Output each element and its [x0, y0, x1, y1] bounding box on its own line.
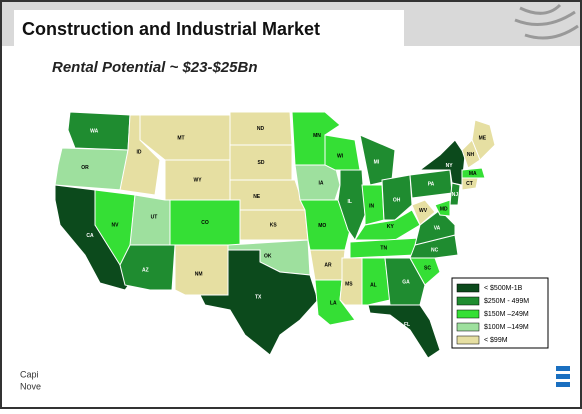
state-label: UT — [151, 214, 158, 220]
state-label: IA — [319, 180, 324, 186]
state — [461, 177, 479, 191]
state-label: CA — [86, 233, 94, 239]
state — [367, 304, 441, 359]
state-label: OR — [81, 165, 89, 171]
legend-label: < $99M — [484, 337, 508, 344]
state-label: GA — [402, 280, 410, 286]
state — [384, 257, 426, 306]
wave — [519, 3, 562, 15]
state — [359, 134, 396, 186]
legend-label: $250M - 499M — [484, 298, 529, 305]
state — [294, 164, 341, 201]
wave — [524, 24, 579, 40]
state-label: KY — [387, 224, 395, 230]
state — [361, 257, 391, 306]
state-label: NV — [112, 222, 120, 228]
state — [434, 199, 451, 217]
state — [414, 209, 456, 246]
state-label: CT — [466, 181, 473, 187]
legend-label: $100M –149M — [484, 324, 529, 331]
state — [449, 182, 461, 206]
state — [199, 249, 319, 356]
state-label: IN — [369, 203, 374, 209]
state-label: MT — [177, 135, 184, 141]
map: WA OR CA NV ID MT WY UT CO AZ NM ND SD NE KS OK TX MN IA MO… — [54, 111, 496, 359]
legend-swatch — [456, 296, 480, 306]
logo-bar — [556, 366, 570, 371]
logo-bar — [556, 382, 570, 387]
state — [471, 119, 496, 161]
logo — [556, 366, 570, 387]
state-label: MO — [318, 223, 326, 229]
state — [381, 174, 413, 221]
footer-text: Capi — [20, 369, 39, 379]
state-label: NM — [195, 271, 203, 277]
legend-label: < $500M-1B — [484, 285, 523, 292]
state-label: LA — [330, 301, 337, 307]
state-label: KS — [270, 222, 278, 228]
state-label: PA — [428, 181, 435, 187]
state — [67, 111, 131, 151]
state-label: SD — [258, 160, 265, 166]
legend-swatch — [456, 335, 480, 345]
state-label: NY — [446, 163, 454, 169]
state-label: NE — [253, 194, 261, 200]
title-box — [14, 10, 404, 46]
state-label: VA — [434, 225, 441, 231]
state-label: MI — [374, 159, 380, 165]
subtitle: Rental Potential ~ $23-$25Bn — [52, 59, 258, 76]
state — [361, 184, 385, 226]
state-label: MD — [440, 206, 448, 212]
state-label: CO — [201, 220, 209, 226]
state — [461, 139, 481, 169]
state-label: FL — [404, 322, 410, 328]
footer-text: Nove — [20, 381, 41, 391]
state-label: SC — [424, 266, 431, 272]
state-label: WA — [90, 128, 98, 134]
state — [411, 199, 436, 226]
state-label: MN — [313, 133, 321, 139]
state-label: TN — [380, 246, 387, 252]
state-label: ND — [257, 126, 265, 132]
legend-swatch — [456, 309, 480, 319]
legend: < $500M-1B $250M - 499M $150M –249M $100M –… — [451, 277, 549, 349]
state-label: WI — [337, 153, 344, 159]
legend-label: $150M –249M — [484, 311, 529, 318]
state-label: ID — [137, 149, 142, 155]
state-label: WY — [193, 177, 202, 183]
state — [461, 167, 486, 179]
state-label: WV — [419, 208, 428, 214]
wave — [514, 10, 576, 26]
legend-swatch — [456, 283, 480, 293]
state-label: OH — [393, 197, 401, 203]
decoration — [514, 3, 579, 40]
state-label: MA — [469, 171, 477, 177]
state — [174, 244, 231, 296]
state — [54, 147, 129, 191]
state-label: OK — [264, 254, 272, 260]
state-label: NH — [467, 152, 475, 158]
state-label: AZ — [142, 267, 149, 273]
state — [337, 169, 366, 242]
state-label: AR — [324, 262, 332, 268]
state-label: AL — [370, 283, 377, 289]
state — [229, 179, 306, 211]
state-label: IL — [347, 199, 351, 205]
state-label: MS — [345, 282, 353, 288]
logo-bar — [556, 374, 570, 379]
state-label: NC — [431, 248, 439, 254]
state-label: TX — [255, 294, 262, 300]
state-label: ME — [479, 135, 487, 141]
legend-swatch — [456, 322, 480, 332]
title: Construction and Industrial Market — [22, 19, 320, 39]
state-label: NJ — [452, 192, 459, 198]
